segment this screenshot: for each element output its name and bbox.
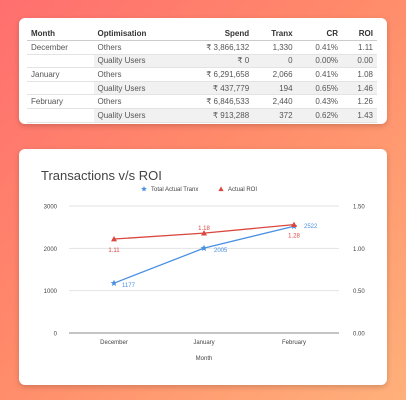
data-label-actual-roi: 1.18 xyxy=(198,226,210,232)
legend-label-actual-roi: Actual ROI xyxy=(228,187,257,193)
cell-spend: ₹ 437,779 xyxy=(177,81,254,96)
cell-tranx: 2,066 xyxy=(253,67,297,82)
table-row: Quality Users ₹ 913,288 372 0.62% 1.43 xyxy=(27,108,377,123)
header-cr: CR xyxy=(296,27,343,41)
header-roi: ROI xyxy=(342,27,377,41)
data-label-actual-roi: 1.28 xyxy=(288,234,300,240)
cell-roi: 0.00 xyxy=(342,54,377,69)
performance-table: Month Optimisation Spend Tranx CR ROI De… xyxy=(27,27,377,123)
cell-tranx: 2,440 xyxy=(253,94,297,109)
cell-spend: ₹ 0 xyxy=(177,54,254,69)
data-label-actual-roi: 1.11 xyxy=(108,248,120,254)
table-header-row: Month Optimisation Spend Tranx CR ROI xyxy=(27,27,377,41)
cell-optimisation: Others xyxy=(93,94,178,109)
cell-month xyxy=(27,108,94,123)
cell-cr: 0.43% xyxy=(296,94,343,109)
chart-card: Transactions v/s ROI 0 1000 2000 3000 0.00 0.… xyxy=(19,149,387,385)
cell-spend: ₹ 6,291,658 xyxy=(177,67,254,82)
cell-spend: ₹ 3,866,132 xyxy=(177,40,254,55)
x-tick-label: December xyxy=(100,340,128,346)
cell-optimisation: Quality Users xyxy=(93,54,178,69)
data-label-total-actual-tranx: 2005 xyxy=(214,248,228,254)
legend-marker-total-actual-tranx xyxy=(141,186,147,192)
legend-marker-actual-roi xyxy=(218,186,224,192)
data-point-actual-roi xyxy=(111,236,117,242)
data-label-total-actual-tranx: 1177 xyxy=(122,283,136,289)
y-right-tick-label: 1.50 xyxy=(353,205,365,211)
cell-roi: 1.26 xyxy=(342,94,377,109)
cell-optimisation: Others xyxy=(93,67,178,82)
cell-tranx: 0 xyxy=(253,54,297,69)
cell-spend: ₹ 6,846,533 xyxy=(177,94,254,109)
cell-tranx: 372 xyxy=(253,108,297,123)
cell-roi: 1.43 xyxy=(342,108,377,123)
y-right-tick-label: 1.00 xyxy=(353,247,365,253)
data-point-total-actual-tranx xyxy=(110,279,118,287)
header-tranx: Tranx xyxy=(253,27,297,41)
y-left-tick-label: 2000 xyxy=(44,247,58,253)
table-row: Quality Users ₹ 0 0 0.00% 0.00 xyxy=(27,54,377,69)
x-axis-title: Month xyxy=(196,356,213,362)
y-left-tick-label: 3000 xyxy=(44,205,58,211)
x-tick-label: February xyxy=(282,340,306,346)
cell-tranx: 194 xyxy=(253,81,297,96)
y-left-tick-label: 0 xyxy=(54,332,58,338)
header-optimisation: Optimisation xyxy=(93,27,178,41)
cell-roi: 1.08 xyxy=(342,67,377,82)
cell-month: February xyxy=(27,94,94,109)
cell-month: December xyxy=(27,40,94,55)
legend-label-total-actual-tranx: Total Actual Tranx xyxy=(151,187,198,193)
cell-optimisation: Others xyxy=(93,40,178,55)
data-label-total-actual-tranx: 2522 xyxy=(304,224,318,230)
cell-roi: 1.46 xyxy=(342,81,377,96)
transactions-roi-chart: 0 1000 2000 3000 0.00 0.50 1.00 1.50 December Jan… xyxy=(44,186,365,362)
y-left-tick-label: 1000 xyxy=(44,289,58,295)
table-row: Quality Users ₹ 437,779 194 0.65% 1.46 xyxy=(27,81,377,96)
data-table-card: Month Optimisation Spend Tranx CR ROI De… xyxy=(19,18,387,124)
cell-cr: 0.00% xyxy=(296,54,343,69)
y-right-tick-label: 0.50 xyxy=(353,289,365,295)
cell-cr: 0.62% xyxy=(296,108,343,123)
cell-month xyxy=(27,54,94,69)
cell-month xyxy=(27,81,94,96)
cell-month: January xyxy=(27,67,94,82)
x-tick-label: January xyxy=(193,340,214,346)
cell-cr: 0.41% xyxy=(296,40,343,55)
data-point-actual-roi xyxy=(291,221,297,228)
table-row: February Others ₹ 6,846,533 2,440 0.43% … xyxy=(27,94,377,109)
cell-cr: 0.41% xyxy=(296,67,343,82)
cell-cr: 0.65% xyxy=(296,81,343,96)
cell-tranx: 1,330 xyxy=(253,40,297,55)
table-row: January Others ₹ 6,291,658 2,066 0.41% 1… xyxy=(27,67,377,82)
chart-title: Transactions v/s ROI xyxy=(41,168,162,183)
cell-optimisation: Quality Users xyxy=(93,81,178,96)
y-right-tick-label: 0.00 xyxy=(353,332,365,338)
cell-optimisation: Quality Users xyxy=(93,108,178,123)
header-month: Month xyxy=(27,27,94,41)
data-point-total-actual-tranx xyxy=(200,244,208,251)
cell-roi: 1.11 xyxy=(342,40,377,55)
header-spend: Spend xyxy=(177,27,254,41)
cell-spend: ₹ 913,288 xyxy=(177,108,254,123)
table-row: December Others ₹ 3,866,132 1,330 0.41% … xyxy=(27,40,377,55)
data-point-actual-roi xyxy=(201,230,207,236)
